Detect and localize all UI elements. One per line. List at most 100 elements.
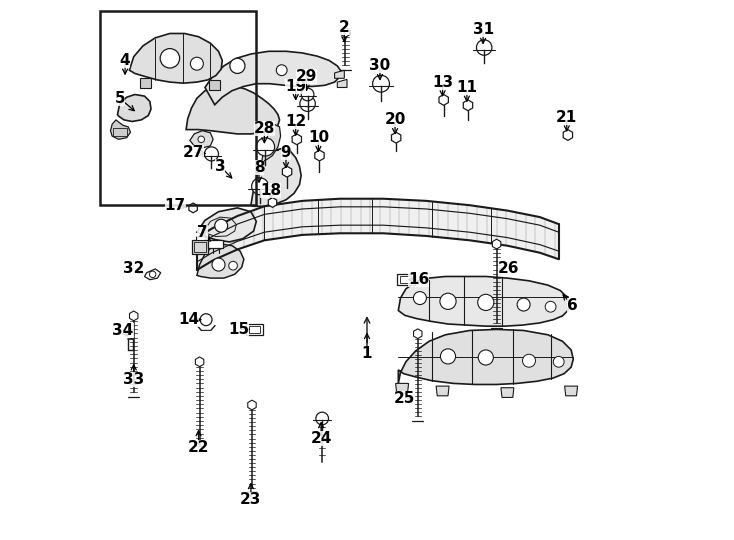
Polygon shape (129, 311, 138, 321)
Text: 7: 7 (197, 225, 208, 240)
Polygon shape (197, 244, 244, 278)
Bar (246, 324, 264, 335)
Circle shape (478, 294, 494, 310)
Text: 32: 32 (123, 261, 145, 276)
Circle shape (200, 314, 212, 326)
Circle shape (545, 301, 556, 312)
Text: 23: 23 (240, 492, 261, 507)
Text: 28: 28 (254, 121, 275, 136)
Polygon shape (396, 383, 409, 393)
Polygon shape (186, 85, 280, 134)
Circle shape (440, 293, 456, 309)
Bar (194, 242, 206, 252)
Polygon shape (262, 124, 280, 162)
Text: 29: 29 (296, 69, 317, 84)
Text: 18: 18 (261, 183, 281, 198)
Text: 34: 34 (112, 323, 134, 338)
Circle shape (230, 58, 245, 73)
Circle shape (229, 261, 237, 270)
Circle shape (215, 219, 228, 232)
Bar (140, 78, 151, 88)
Text: 25: 25 (394, 391, 415, 406)
Text: 14: 14 (178, 312, 200, 327)
Polygon shape (341, 28, 349, 37)
Text: 22: 22 (188, 440, 209, 455)
Polygon shape (195, 357, 204, 367)
Text: 5: 5 (115, 91, 125, 106)
Circle shape (301, 88, 314, 101)
Polygon shape (501, 388, 514, 397)
Circle shape (553, 356, 564, 367)
Circle shape (300, 96, 316, 111)
Text: 17: 17 (164, 198, 186, 213)
Bar (250, 326, 260, 333)
Circle shape (190, 57, 203, 70)
Polygon shape (283, 166, 291, 177)
Polygon shape (248, 400, 256, 410)
Polygon shape (292, 134, 302, 145)
Text: 15: 15 (228, 322, 249, 337)
Polygon shape (197, 199, 559, 270)
Circle shape (160, 49, 180, 68)
Text: 31: 31 (473, 22, 494, 37)
Text: 8: 8 (254, 160, 264, 175)
Polygon shape (436, 386, 449, 396)
Circle shape (373, 75, 390, 92)
Polygon shape (189, 203, 197, 213)
Text: 11: 11 (457, 80, 477, 95)
Text: 33: 33 (123, 372, 145, 387)
Circle shape (413, 292, 426, 305)
Polygon shape (439, 94, 448, 105)
Text: 1: 1 (362, 346, 372, 361)
Polygon shape (391, 132, 401, 143)
Polygon shape (399, 329, 573, 384)
Circle shape (256, 138, 275, 156)
Polygon shape (399, 276, 570, 326)
Polygon shape (129, 33, 222, 83)
Text: 24: 24 (310, 431, 332, 446)
Bar (209, 80, 220, 90)
Text: 10: 10 (308, 130, 329, 145)
Text: 16: 16 (408, 272, 429, 287)
Circle shape (517, 298, 530, 311)
Circle shape (306, 70, 315, 79)
Text: 30: 30 (369, 58, 390, 73)
Polygon shape (338, 79, 347, 87)
Polygon shape (111, 120, 131, 139)
Circle shape (476, 40, 492, 55)
Polygon shape (413, 329, 422, 339)
Polygon shape (145, 269, 161, 280)
Text: 27: 27 (183, 145, 204, 160)
Polygon shape (493, 239, 501, 249)
Text: 12: 12 (285, 114, 306, 129)
Polygon shape (564, 386, 578, 396)
Bar (397, 274, 415, 285)
Text: 6: 6 (567, 298, 578, 313)
Text: 2: 2 (339, 19, 349, 35)
Bar (192, 240, 208, 254)
Text: 21: 21 (556, 110, 578, 125)
Circle shape (276, 65, 287, 76)
Text: 19: 19 (285, 79, 306, 94)
Polygon shape (251, 148, 301, 206)
Bar (100, 11, 256, 205)
Circle shape (440, 349, 456, 364)
Text: 13: 13 (432, 75, 453, 90)
Circle shape (198, 136, 205, 143)
Text: 3: 3 (215, 159, 225, 174)
Text: 9: 9 (280, 145, 291, 160)
Polygon shape (190, 131, 213, 148)
Polygon shape (269, 198, 277, 207)
Bar (113, 128, 127, 136)
Polygon shape (205, 51, 341, 105)
Bar (208, 240, 223, 248)
Polygon shape (315, 150, 324, 161)
Circle shape (205, 147, 219, 161)
Text: 26: 26 (498, 261, 519, 276)
Circle shape (252, 178, 269, 195)
Polygon shape (197, 208, 256, 242)
Circle shape (316, 412, 329, 425)
Circle shape (479, 350, 493, 365)
Text: 20: 20 (385, 112, 406, 127)
Polygon shape (117, 94, 151, 122)
